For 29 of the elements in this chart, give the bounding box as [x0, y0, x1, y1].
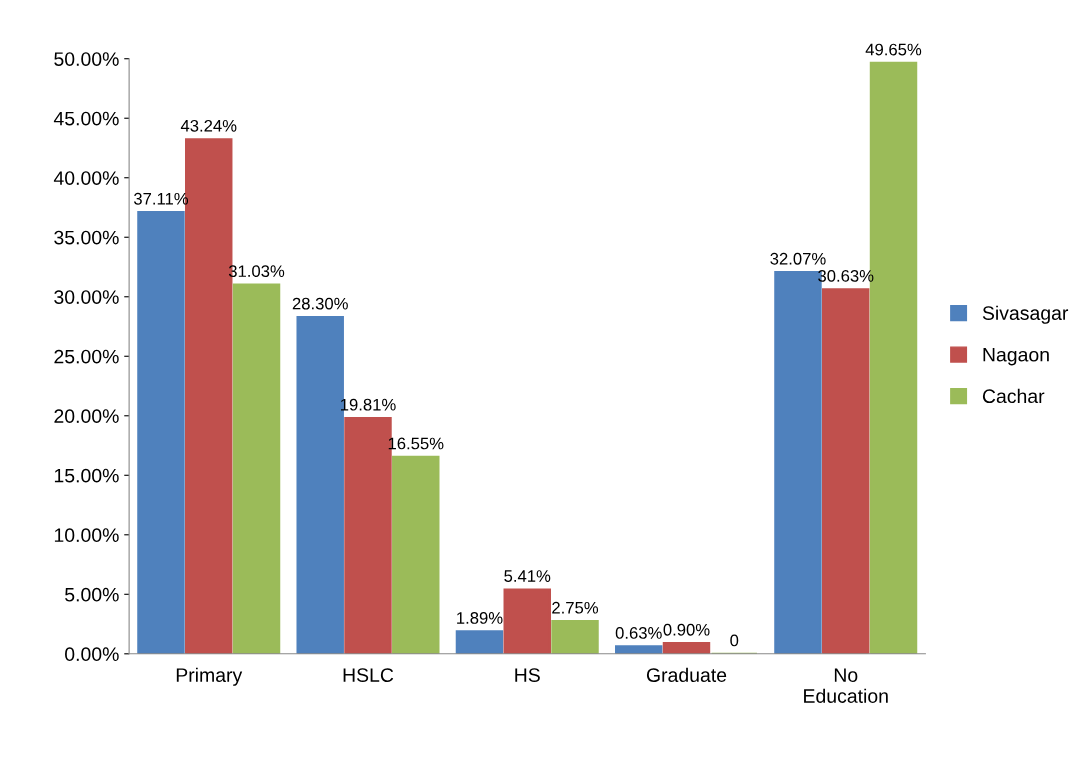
y-tick-label: 20.00%: [54, 409, 119, 424]
legend-label: Sivasagar: [982, 305, 1069, 324]
legend-label: Cachar: [982, 388, 1045, 404]
y-tick-label: 30.00%: [54, 290, 119, 304]
y-tick-label: 35.00%: [54, 230, 119, 245]
y-tick-label: 10.00%: [54, 528, 119, 543]
x-tick-label: HSLC: [343, 668, 394, 682]
y-tick-label: 40.00%: [53, 171, 119, 185]
y-tick-label: 5.00%: [65, 587, 119, 602]
data-label: 5.41%: [504, 570, 551, 582]
data-label: 1.89%: [457, 612, 503, 624]
data-label: 2.75%: [552, 601, 599, 614]
y-tick-label: 45.00%: [53, 111, 119, 126]
data-label: 0.90%: [663, 623, 710, 636]
y-tick-label: 0.00%: [65, 647, 119, 662]
x-tick-label: No Education: [804, 668, 888, 703]
y-tick-label: 50.00%: [54, 52, 119, 66]
data-label: 0.63%: [615, 627, 662, 639]
x-tick-label: Graduate: [646, 667, 727, 682]
y-tick-label: 25.00%: [54, 349, 119, 364]
data-label: 28.30%: [292, 297, 348, 310]
data-label: 49.65%: [865, 43, 922, 56]
x-tick-label: HS: [515, 668, 540, 682]
data-label: 0: [730, 634, 739, 647]
data-label: 43.24%: [180, 119, 237, 132]
data-label: 32.07%: [770, 252, 826, 265]
legend-label: Nagaon: [983, 347, 1049, 366]
x-tick-label: Primary: [176, 667, 243, 686]
y-tick-label: 15.00%: [54, 468, 119, 483]
